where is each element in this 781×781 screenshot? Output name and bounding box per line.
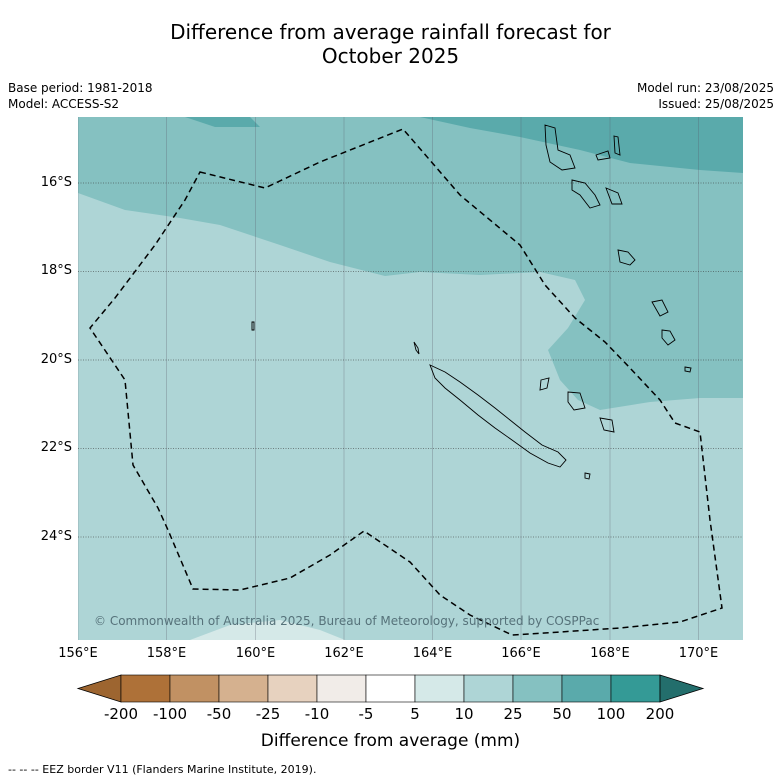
map-area: [78, 117, 743, 640]
vanuatu-island: [613, 135, 621, 156]
colorbar-tick-label: -10: [304, 705, 330, 723]
band-25-50: [78, 117, 743, 410]
band-50-100-north: [185, 117, 743, 173]
island: [251, 321, 255, 331]
y-tick-22s: 22°S: [40, 440, 72, 455]
x-tick-156: 156°E: [58, 646, 98, 661]
colorbar-extend-low: [76, 674, 122, 703]
colorbar-tick-label: -200: [103, 705, 139, 723]
vanuatu-island: [605, 187, 623, 205]
meta-right: Model run: 23/08/2025 Issued: 25/08/2025: [637, 80, 774, 112]
vanuatu-malekula: [571, 179, 601, 209]
model-run: Model run: 23/08/2025: [636, 81, 774, 95]
model-name: Model: ACCESS-S2: [8, 97, 120, 111]
colorbar-segment: [120, 674, 171, 703]
colorbar-extend-high: [659, 674, 705, 703]
title-line-1: Difference from average rainfall forecas…: [170, 20, 611, 44]
island: [584, 472, 591, 480]
loyalty-islands: [599, 417, 615, 433]
colorbar-tick-label: 10: [454, 705, 474, 723]
colorbar-segment: [316, 674, 367, 703]
island: [684, 366, 692, 373]
colorbar-tick-label: -5: [358, 705, 374, 723]
title-line-2: October 2025: [321, 44, 460, 68]
eez-footnote: -- -- -- EEZ border V11 (Flanders Marine…: [8, 763, 317, 776]
x-tick-164: 164°E: [412, 646, 453, 661]
new-caledonia-coast: [429, 364, 567, 468]
gridlines-dotted: [78, 182, 743, 538]
vanuatu-tanna: [661, 329, 676, 346]
colorbar-segment: [463, 674, 514, 703]
colorbar-tick-label: -50: [206, 705, 232, 723]
vanuatu-espiritu-santo: [544, 124, 576, 171]
loyalty-islands: [539, 377, 550, 391]
issued-date: Issued: 25/08/2025: [658, 97, 774, 111]
y-tick-24s: 24°S: [40, 529, 72, 544]
base-period: Base period: 1981-2018: [8, 81, 153, 95]
y-tick-16s: 16°S: [40, 175, 72, 190]
island: [413, 341, 420, 355]
colorbar-tick-label: 50: [552, 705, 572, 723]
x-tick-162: 162°E: [324, 646, 364, 661]
colorbar-segment: [267, 674, 318, 703]
colorbar-tick-label: -100: [152, 705, 188, 723]
gridlines: [78, 117, 699, 640]
meta-left: Base period: 1981-2018 Model: ACCESS-S2: [8, 80, 153, 112]
x-tick-160: 160°E: [235, 646, 276, 661]
loyalty-islands: [567, 391, 586, 411]
colorbar-tick-label: 100: [596, 705, 626, 723]
y-tick-18s: 18°S: [40, 263, 72, 278]
y-tick-20s: 20°S: [40, 352, 72, 367]
colorbar-segment: [561, 674, 612, 703]
vanuatu-island: [595, 150, 611, 161]
colorbar-tick-label: 200: [645, 705, 675, 723]
colorbar-title: Difference from average (mm): [260, 731, 521, 751]
vanuatu-efate: [617, 249, 636, 266]
colorbar-tick-label: 25: [503, 705, 523, 723]
band-50-100-west: [185, 117, 260, 127]
colorbar-tick-label: -25: [255, 705, 281, 723]
x-tick-166: 166°E: [501, 646, 541, 661]
coastlines: [251, 124, 692, 480]
x-tick-170: 170°E: [678, 646, 719, 661]
band-5-10-south: [190, 620, 345, 640]
colorbar-segment: [512, 674, 563, 703]
chart-title: Difference from average rainfall forecas…: [0, 20, 781, 68]
copyright-text: © Commonwealth of Australia 2025, Bureau…: [94, 614, 600, 628]
x-tick-158: 158°E: [146, 646, 187, 661]
colorbar-segment: [218, 674, 269, 703]
vanuatu-erromango: [651, 299, 669, 317]
colorbar-segment: [610, 674, 661, 703]
x-tick-168: 168°E: [590, 646, 630, 661]
colorbar-segment: [414, 674, 465, 703]
colorbar-segment: [169, 674, 220, 703]
eez-border: [89, 128, 723, 636]
colorbar: [76, 674, 705, 703]
colorbar-segment: [365, 674, 416, 703]
colorbar-tick-label: 5: [410, 705, 420, 723]
